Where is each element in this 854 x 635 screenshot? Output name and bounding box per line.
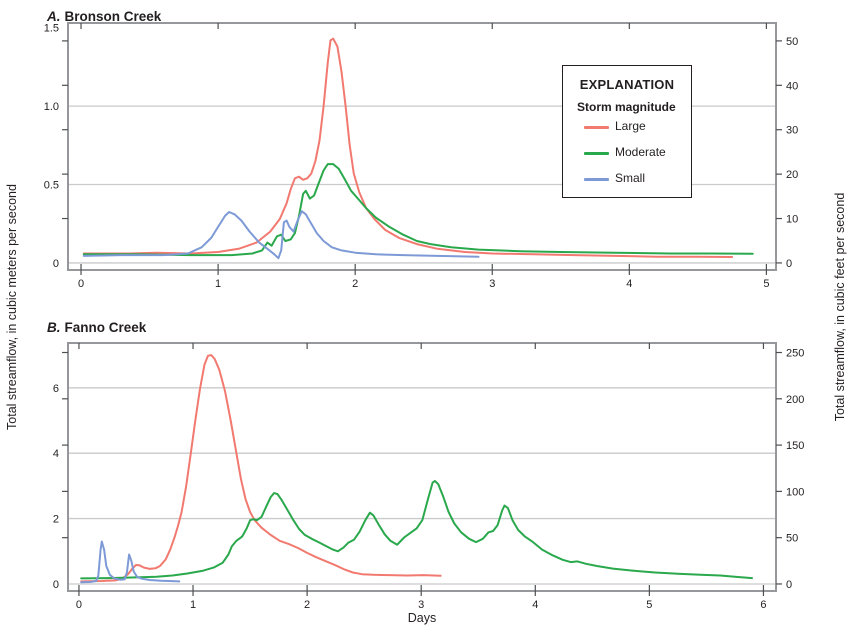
panel-b-y-left-tick-label: 2 [53,514,59,526]
panel-a-y-right-tick-label: 30 [786,125,798,137]
legend-subtitle: Storm magnitude [577,100,676,114]
panel-a-title-prefix: A. [47,9,61,24]
panel-a-series-small-line [82,210,480,260]
panel-a-y-left-tick-label: 1.5 [44,23,59,35]
legend-items: Large Moderate Small [563,114,691,192]
panel-b-x-tick-label: 6 [760,599,766,611]
panel-a-series-large-line [82,37,734,258]
x-axis-label: Days [407,611,437,625]
panel-b-series-small-line [80,540,181,584]
panel-b-x-tick-label: 5 [646,599,652,611]
legend-swatch-large [584,126,609,129]
panel-a-title: A. Bronson Creek [47,9,161,24]
left-y-axis-label: Total streamflow, in cubic meters per se… [5,184,19,430]
legend-item-label: Moderate [615,145,666,159]
panel-b-title-prefix: B. [47,320,61,335]
panel-b-y-right-tick-label: 150 [786,440,804,452]
panel-b-y-right-tick-label: 200 [786,394,804,406]
legend-swatch-moderate [584,152,609,155]
legend-title: EXPLANATION [579,77,675,92]
panel-b-title: B. Fanno Creek [47,320,146,335]
panel-a-x-tick-label: 5 [763,278,769,290]
panel-b-series-large-line [80,354,442,583]
panel-b-y-left-tick-label: 0 [53,579,59,591]
legend-item-small: Small [563,166,691,192]
panel-a-y-right-tick-label: 0 [786,258,792,270]
panel-b-x-tick-label: 1 [190,599,196,611]
panel-a-x-tick-label: 2 [352,278,358,290]
legend-box: EXPLANATION Storm magnitude Large Moderat… [562,65,692,198]
legend-swatch-small [584,178,609,181]
panel-a-y-right-tick-label: 10 [786,214,798,226]
panel-a-x-tick-label: 4 [626,278,632,290]
panel-a-x-tick-label: 0 [78,278,84,290]
legend-item-label: Small [615,171,646,185]
panel-b-x-tick-label: 3 [418,599,424,611]
panel-b-y-right-tick-label: 50 [786,533,798,545]
panel-a-plot-border [67,22,777,271]
right-y-axis-label: Total streamflow, in cubic feet per seco… [833,192,847,422]
legend-item-label: Large [615,119,646,133]
panel-b-x-tick-label: 2 [304,599,310,611]
panel-b-y-left-tick-label: 4 [53,448,59,460]
panel-b-y-right-tick-label: 0 [786,579,792,591]
legend-item-large: Large [563,114,691,140]
panel-b-x-tick-label: 0 [76,599,82,611]
panel-b-series-moderate-line [80,480,753,580]
legend-item-moderate: Moderate [563,140,691,166]
panel-a-x-tick-label: 1 [215,278,221,290]
panel-b-title-text: Fanno Creek [64,320,147,335]
panel-a-y-left-tick-label: 0 [53,258,59,270]
panel-a-y-left-tick-label: 1.0 [44,101,59,113]
panel-a-y-left-tick-label: 0.5 [44,180,59,192]
panel-b-y-right-tick-label: 250 [786,348,804,360]
panel-a-x-tick-label: 3 [489,278,495,290]
panel-a-y-right-tick-label: 40 [786,80,798,92]
panel-a-series-moderate-line [82,163,754,257]
panel-a-y-right-tick-label: 20 [786,169,798,181]
panel-a-title-text: Bronson Creek [64,9,162,24]
panel-a-y-right-tick-label: 50 [786,36,798,48]
panel-b-x-tick-label: 4 [532,599,538,611]
panel-b-y-right-tick-label: 100 [786,486,804,498]
panel-b-plot-border [67,342,777,592]
panel-b-y-left-tick-label: 6 [53,383,59,395]
